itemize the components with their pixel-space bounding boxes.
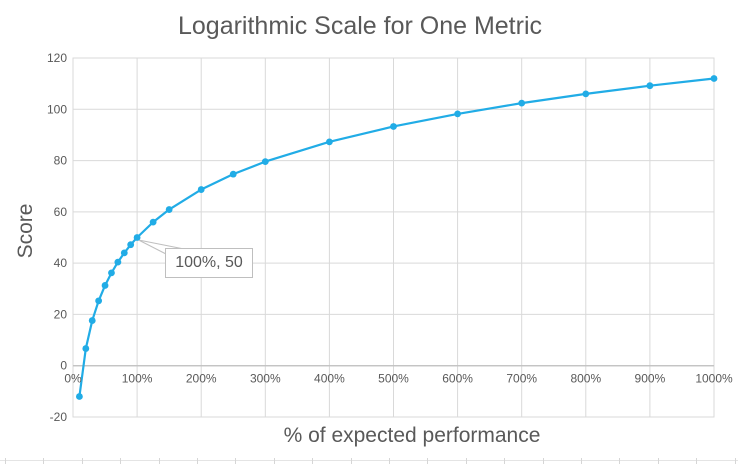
- spreadsheet-column-tick: [734, 458, 736, 464]
- spreadsheet-column-tick: [312, 458, 314, 464]
- y-tick-label: 60: [54, 205, 68, 219]
- callout-leader-line: [138, 239, 167, 255]
- data-point-marker: [197, 186, 205, 193]
- y-tick-label: 80: [54, 154, 68, 168]
- spreadsheet-column-tick: [158, 458, 160, 464]
- data-point-marker: [82, 345, 90, 352]
- data-point-marker: [326, 138, 333, 146]
- y-tick-label: 100: [47, 102, 67, 116]
- spreadsheet-column-tick: [120, 458, 122, 464]
- data-point-marker: [120, 249, 128, 257]
- spreadsheet-column-tick: [235, 458, 237, 464]
- data-point-marker: [454, 110, 461, 118]
- data-point-marker: [108, 269, 115, 277]
- series-line: [78, 77, 716, 398]
- y-tick-label: 40: [54, 256, 68, 270]
- y-tick-label: 120: [47, 51, 67, 65]
- spreadsheet-column-tick: [5, 458, 6, 464]
- data-point-marker: [127, 241, 135, 249]
- data-point-marker: [710, 75, 718, 82]
- data-point-marker: [76, 393, 83, 400]
- spreadsheet-column-tick: [542, 458, 544, 464]
- spreadsheet-column-tick: [504, 458, 506, 464]
- data-point-marker: [261, 158, 269, 165]
- spreadsheet-column-tick: [43, 458, 45, 464]
- spreadsheet-column-tick: [465, 458, 467, 464]
- x-tick-label: 100%: [122, 372, 153, 386]
- x-tick-label: 1000%: [695, 372, 733, 386]
- spreadsheet-row-edge: [0, 458, 738, 467]
- x-tick-label: 0%: [64, 372, 82, 386]
- x-tick-label: 500%: [378, 372, 409, 386]
- data-point-marker: [114, 258, 122, 266]
- data-point-marker: [646, 82, 654, 90]
- spreadsheet-column-tick: [427, 458, 429, 464]
- x-tick-label: 400%: [314, 372, 345, 386]
- data-point-marker: [229, 170, 237, 178]
- spreadsheet-column-tick: [389, 458, 390, 464]
- x-tick-label: 600%: [442, 372, 473, 386]
- data-point-marker: [101, 282, 109, 289]
- spreadsheet-column-tick: [197, 458, 198, 464]
- data-point-marker: [95, 297, 103, 305]
- x-tick-label: 700%: [506, 372, 537, 386]
- spreadsheet-column-tick: [657, 458, 659, 464]
- data-point-marker: [149, 218, 157, 226]
- spreadsheet-column-tick: [581, 458, 582, 464]
- plot-border: [72, 57, 715, 418]
- data-point-marker: [165, 206, 173, 213]
- data-point-marker: [518, 99, 526, 107]
- spreadsheet-column-tick: [350, 458, 352, 464]
- data-point-marker: [390, 123, 397, 130]
- spreadsheet-column-tick: [273, 458, 275, 464]
- y-tick-label: -20: [50, 410, 68, 424]
- x-tick-label: 900%: [635, 372, 666, 386]
- x-tick-label: 200%: [186, 372, 217, 386]
- data-point-marker: [88, 317, 96, 324]
- x-tick-label: 300%: [250, 372, 281, 386]
- chart-title: Logarithmic Scale for One Metric: [177, 12, 543, 40]
- data-point-marker: [133, 234, 141, 241]
- spreadsheet-column-tick: [81, 458, 83, 464]
- x-axis-title: % of expected performance: [283, 424, 541, 447]
- callout-leader-line: [138, 239, 185, 250]
- x-tick-label: 800%: [570, 372, 601, 386]
- spreadsheet-column-tick: [619, 458, 621, 464]
- y-tick-label: 0: [60, 359, 67, 373]
- data-label-callout: 100%, 50: [165, 248, 253, 278]
- spreadsheet-column-tick: [696, 458, 698, 464]
- y-tick-label: 20: [54, 307, 68, 321]
- data-point-marker: [582, 90, 590, 98]
